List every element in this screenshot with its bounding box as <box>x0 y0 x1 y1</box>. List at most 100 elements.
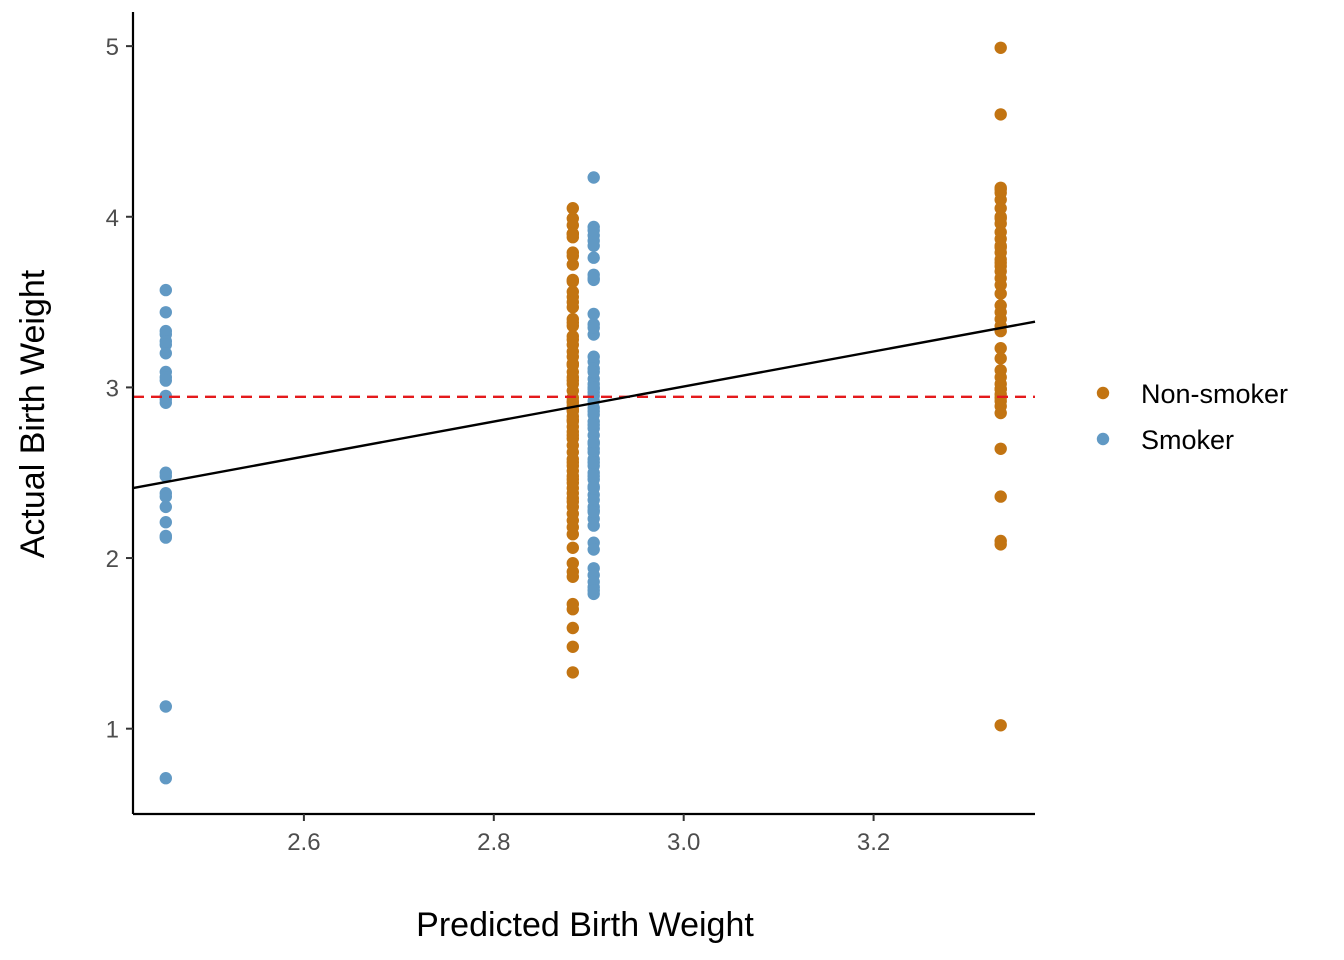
data-point <box>994 382 1007 396</box>
data-point <box>587 584 600 597</box>
legend-key <box>1096 386 1110 400</box>
data-point <box>587 481 600 495</box>
data-point <box>566 202 579 215</box>
legend-key <box>1096 432 1110 446</box>
data-point <box>566 374 579 387</box>
data-point <box>159 531 172 544</box>
data-point <box>587 272 600 285</box>
data-point <box>587 365 600 379</box>
data-point <box>994 41 1007 54</box>
data-point <box>587 239 600 252</box>
data-point <box>994 352 1007 365</box>
data-point <box>587 171 600 184</box>
data-point <box>994 183 1007 196</box>
data-point <box>159 306 172 319</box>
data-point <box>587 456 600 469</box>
legend-item: Smoker <box>1096 425 1234 455</box>
data-point <box>994 278 1007 292</box>
data-point <box>566 570 579 583</box>
data-point <box>566 603 579 616</box>
data-point <box>587 575 600 589</box>
data-point <box>587 418 600 432</box>
data-point <box>566 528 579 541</box>
data-point <box>587 321 600 334</box>
y-tick-label: 2 <box>106 546 119 573</box>
data-point <box>994 108 1007 121</box>
data-point <box>587 543 600 556</box>
data-point <box>159 490 172 503</box>
x-tick-label: 3.0 <box>667 829 700 856</box>
data-point <box>566 219 579 232</box>
data-point <box>566 275 579 288</box>
data-point <box>566 316 579 329</box>
data-point <box>566 456 579 469</box>
data-point <box>566 541 579 554</box>
data-point <box>587 505 600 519</box>
data-point <box>587 350 600 363</box>
data-point <box>587 224 600 237</box>
data-point <box>159 374 172 387</box>
data-point <box>587 251 600 264</box>
y-tick-label: 4 <box>106 205 119 232</box>
data-point <box>994 442 1007 455</box>
data-point <box>587 307 600 321</box>
y-axis-title: Actual Birth Weight <box>14 269 52 558</box>
plot-area <box>132 41 1036 785</box>
data-point <box>994 538 1007 551</box>
data-point <box>994 212 1007 225</box>
legend-item: Non-smoker <box>1096 379 1288 409</box>
data-point <box>159 338 172 351</box>
data-point <box>994 202 1007 215</box>
series-non-smoker <box>566 41 1007 732</box>
data-point <box>566 640 579 653</box>
data-point <box>159 516 172 529</box>
data-point <box>159 772 172 785</box>
data-point <box>566 357 579 370</box>
data-point <box>587 381 600 394</box>
legend-label: Smoker <box>1141 425 1234 455</box>
data-point <box>587 405 600 418</box>
data-point <box>587 469 600 483</box>
data-point <box>566 473 579 486</box>
data-point <box>994 406 1007 420</box>
data-point <box>994 193 1007 206</box>
data-point <box>566 295 579 309</box>
data-point <box>159 700 172 713</box>
data-point <box>994 256 1007 269</box>
y-tick-label: 1 <box>106 717 119 744</box>
legend: Non-smoker Smoker <box>1096 379 1288 455</box>
data-point <box>566 249 579 263</box>
data-point <box>994 241 1007 254</box>
data-point <box>566 621 579 635</box>
x-tick-label: 2.6 <box>287 829 320 856</box>
data-point <box>159 396 172 409</box>
data-point <box>587 435 600 449</box>
series-smoker <box>159 171 600 785</box>
data-point <box>566 557 579 570</box>
data-point <box>159 469 172 483</box>
y-tick-label: 5 <box>106 34 119 61</box>
data-point <box>994 490 1007 503</box>
data-point <box>159 500 172 514</box>
data-point <box>159 347 172 360</box>
data-point <box>159 283 172 297</box>
x-axis-title: Predicted Birth Weight <box>416 906 754 944</box>
data-point <box>994 342 1007 355</box>
x-tick-label: 3.2 <box>857 829 890 856</box>
data-point <box>566 227 579 240</box>
data-point <box>994 319 1007 333</box>
data-point <box>566 666 579 679</box>
y-tick-label: 3 <box>106 375 119 402</box>
axes: 2.6 2.8 3.0 3.2 1 2 3 4 5 <box>106 12 1035 856</box>
legend-label: Non-smoker <box>1141 379 1288 409</box>
data-point <box>994 287 1007 300</box>
data-point <box>566 413 579 426</box>
data-point <box>566 495 579 508</box>
data-point <box>566 429 579 442</box>
x-tick-label: 2.8 <box>477 829 510 856</box>
data-point <box>994 719 1007 732</box>
data-point <box>587 519 600 532</box>
data-point <box>566 258 579 271</box>
regression-fit-line <box>132 320 1036 490</box>
